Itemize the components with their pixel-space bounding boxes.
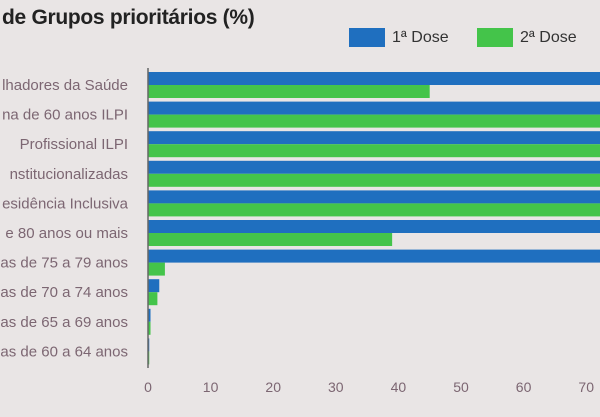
category-label: lhadores da Saúde	[2, 77, 128, 94]
legend-label: 2ª Dose	[520, 28, 577, 46]
x-tick-label: 70	[578, 379, 594, 395]
bar	[148, 72, 600, 85]
bar	[148, 249, 600, 263]
bar	[148, 144, 600, 158]
category-label: esidência Inclusiva	[2, 195, 129, 212]
category-label: as de 75 a 79 anos	[0, 255, 128, 272]
bar	[148, 190, 600, 204]
bar	[148, 131, 600, 145]
x-tick-label: 40	[391, 379, 407, 395]
chart-title: de Grupos prioritários (%)	[2, 6, 255, 29]
x-tick-label: 30	[328, 379, 344, 395]
x-tick-label: 60	[516, 379, 532, 395]
category-label: as de 60 a 64 anos	[0, 343, 128, 360]
category-label: e 80 anos ou mais	[5, 225, 128, 242]
x-tick-label: 50	[453, 379, 469, 395]
bar	[148, 279, 160, 293]
legend-swatch	[477, 28, 513, 47]
bar	[148, 114, 600, 128]
category-label: Profissional ILPI	[20, 136, 128, 153]
category-label: na de 60 anos ILPI	[2, 107, 128, 124]
x-tick-label: 0	[144, 379, 152, 395]
bar	[148, 160, 600, 174]
legend-swatch	[349, 28, 385, 47]
bar	[148, 173, 600, 187]
bar	[148, 308, 151, 322]
bar	[148, 262, 165, 276]
category-label: nstitucionalizadas	[10, 166, 128, 183]
x-tick-label: 20	[265, 379, 281, 395]
bar	[148, 101, 600, 115]
legend-item-dose2: 2ª Dose	[477, 28, 577, 47]
bar	[148, 321, 151, 335]
bar	[148, 233, 393, 246]
legend-item-dose1: 1ª Dose	[349, 28, 449, 47]
bar	[148, 292, 158, 306]
bar	[148, 203, 600, 217]
bar	[148, 85, 430, 98]
category-label: as de 70 a 74 anos	[0, 284, 128, 301]
bar	[148, 220, 600, 233]
legend-label: 1ª Dose	[392, 28, 449, 46]
category-label: as de 65 a 69 anos	[0, 314, 128, 331]
x-tick-label: 10	[203, 379, 219, 395]
